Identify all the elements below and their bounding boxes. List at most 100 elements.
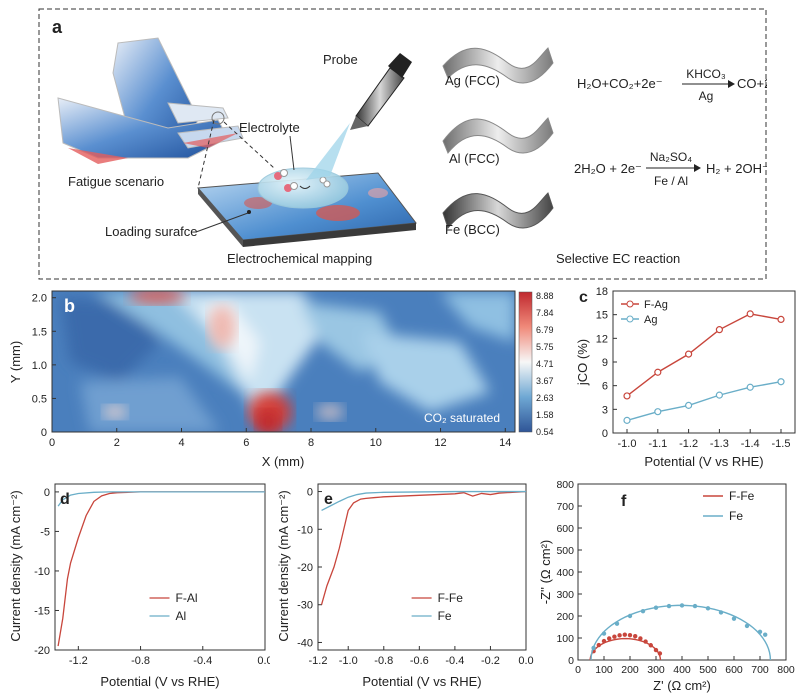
b-x-tick-label: 0 bbox=[49, 437, 55, 449]
f-y-tick-label: 200 bbox=[556, 611, 574, 623]
colorbar-tick-label: 4.71 bbox=[536, 359, 554, 369]
e-x-tick-label: -0.4 bbox=[445, 655, 464, 667]
f-data-point bbox=[653, 647, 659, 653]
f-y-tick-label: 400 bbox=[556, 567, 574, 579]
colorbar-tick-label: 2.63 bbox=[536, 393, 554, 403]
b-y-axis-label: Y (mm) bbox=[8, 341, 23, 383]
colorbar-tick-label: 3.67 bbox=[536, 376, 554, 386]
f-x-tick-label: 600 bbox=[725, 664, 743, 676]
f-x-tick-label: 0 bbox=[575, 664, 581, 676]
f-data-point bbox=[607, 636, 612, 641]
f-data-point bbox=[744, 623, 750, 629]
f-data-point bbox=[705, 606, 711, 611]
f-frame bbox=[577, 483, 787, 661]
reaction1-reactants: H₂O+CO₂+2e⁻ bbox=[577, 76, 663, 91]
f-data-point bbox=[731, 616, 737, 621]
f-data-point bbox=[591, 645, 596, 651]
e-x-axis-label: Potential (V vs RHE) bbox=[362, 674, 481, 689]
f-data-point bbox=[627, 632, 633, 638]
d-frame bbox=[54, 483, 266, 651]
c-data-point bbox=[623, 392, 631, 400]
c-data-point bbox=[654, 408, 662, 416]
b-x-tick-label: 8 bbox=[308, 437, 314, 449]
f-data-point bbox=[657, 651, 663, 656]
c-x-tick-label: -1.4 bbox=[741, 438, 760, 450]
c-data-point bbox=[684, 401, 693, 409]
f-y-tick-label: 600 bbox=[556, 523, 574, 535]
e-legend: F-Fe Fe bbox=[411, 591, 463, 623]
ag-ribbon bbox=[442, 47, 554, 84]
c-x-tick-label: -1.5 bbox=[772, 438, 791, 450]
colorbar-tick-label: 0.54 bbox=[536, 427, 554, 437]
b-y-tick-label: 1.5 bbox=[32, 326, 47, 338]
f-data-point bbox=[622, 632, 627, 637]
d-legend-label: F-Al bbox=[176, 591, 198, 605]
b-x-tick-label: 10 bbox=[370, 437, 382, 449]
c-data-point bbox=[715, 326, 723, 334]
e-x-tick-label: -0.8 bbox=[374, 655, 393, 667]
reaction1-electrolyte: KHCO₃ bbox=[686, 67, 726, 81]
f-fit-curve-0 bbox=[589, 637, 662, 661]
d-axes: -1.2 -0.8 -0.4 0.0 0 -5 -10 -15 -20 bbox=[34, 487, 270, 667]
e-axes: -1.2 -1.0 -0.8 -0.6 -0.4 -0.2 0.0 0 -10 -20 -30 -40 bbox=[297, 487, 534, 667]
electrolyte-pointer bbox=[289, 135, 295, 171]
e-y-tick-label: 0 bbox=[307, 487, 313, 499]
e-x-tick-label: -0.2 bbox=[481, 655, 500, 667]
f-x-tick-label: 500 bbox=[699, 664, 717, 676]
f-legend-label: Fe bbox=[729, 509, 743, 523]
f-plot-area bbox=[589, 603, 772, 661]
panel-a: a Fatigue scenario Probe Electrolyte Loa… bbox=[38, 8, 767, 280]
colorbar bbox=[518, 291, 533, 433]
chart-f: 0 100 200 300 400 500 600 700 800 0 100 200 300 400 50… bbox=[538, 479, 795, 693]
panel-c-label: c bbox=[579, 289, 588, 306]
reaction2-electrolyte: Na₂SO₄ bbox=[650, 150, 692, 164]
c-y-tick-label: 9 bbox=[602, 357, 608, 369]
c-legend-marker bbox=[626, 300, 634, 308]
e-y-tick-label: -20 bbox=[297, 562, 313, 574]
c-legend: F-Ag Ag bbox=[621, 299, 668, 326]
f-data-point bbox=[666, 603, 672, 609]
f-y-tick-label: 500 bbox=[556, 545, 574, 557]
b-y-tick-label: 2.0 bbox=[32, 293, 47, 305]
d-x-tick-label: -0.8 bbox=[131, 655, 150, 667]
c-data-point bbox=[654, 368, 662, 376]
d-x-tick-label: 0.0 bbox=[257, 655, 270, 667]
d-y-tick-label: 0 bbox=[44, 487, 50, 499]
c-legend-label: Ag bbox=[644, 314, 657, 326]
d-y-tick-label: -15 bbox=[34, 605, 50, 617]
molecule-icons bbox=[274, 169, 331, 192]
chart-d: -1.2 -0.8 -0.4 0.0 0 -5 -10 -15 -20 F-Al Al d Pot… bbox=[8, 483, 270, 689]
heatmap-axes: 0 2 4 6 8 10 12 14 0 0.5 1.0 1.5 2.0 bbox=[32, 293, 512, 449]
f-data-point bbox=[653, 605, 659, 610]
chart-e: -1.2 -1.0 -0.8 -0.6 -0.4 -0.2 0.0 0 -10 -20 -30 -40… bbox=[276, 483, 534, 689]
f-data-point bbox=[596, 642, 601, 648]
e-x-tick-label: -0.6 bbox=[410, 655, 429, 667]
d-series-line-0 bbox=[57, 491, 265, 647]
al-fcc-label: Al (FCC) bbox=[449, 151, 500, 166]
d-x-axis-label: Potential (V vs RHE) bbox=[100, 674, 219, 689]
c-legend-label: F-Ag bbox=[644, 299, 668, 311]
c-data-point bbox=[777, 378, 785, 386]
f-x-tick-label: 400 bbox=[673, 664, 691, 676]
reaction2-reactants: 2H₂O + 2e⁻ bbox=[574, 161, 642, 176]
c-x-tick-label: -1.1 bbox=[648, 438, 667, 450]
f-data-point bbox=[612, 634, 617, 639]
b-x-tick-label: 2 bbox=[114, 437, 120, 449]
fe-bcc-label: Fe (BCC) bbox=[445, 222, 500, 237]
reaction1-products: CO+2OH⁻ bbox=[737, 76, 767, 91]
c-legend-marker bbox=[626, 315, 634, 323]
colorbar-tick-label: 5.75 bbox=[536, 342, 554, 352]
probe-beam bbox=[306, 123, 350, 180]
probe-icon bbox=[350, 53, 412, 130]
d-x-tick-label: -1.2 bbox=[69, 655, 88, 667]
e-series-line-1 bbox=[321, 490, 526, 511]
colorbar-labels: 8.88 7.84 6.79 5.75 4.71 3.67 2.63 1.58 0.54 bbox=[536, 291, 554, 437]
reaction1-catalyst: Ag bbox=[699, 89, 714, 103]
f-data-point bbox=[633, 634, 638, 639]
panel-d-label: d bbox=[60, 491, 70, 508]
d-y-tick-label: -10 bbox=[34, 566, 50, 578]
d-legend-label: Al bbox=[176, 609, 187, 623]
f-axes: 0 100 200 300 400 500 600 700 800 0 100 200 300 400 50… bbox=[556, 479, 794, 676]
d-series-line-1 bbox=[57, 491, 265, 507]
b-y-tick-label: 1.0 bbox=[32, 360, 47, 372]
